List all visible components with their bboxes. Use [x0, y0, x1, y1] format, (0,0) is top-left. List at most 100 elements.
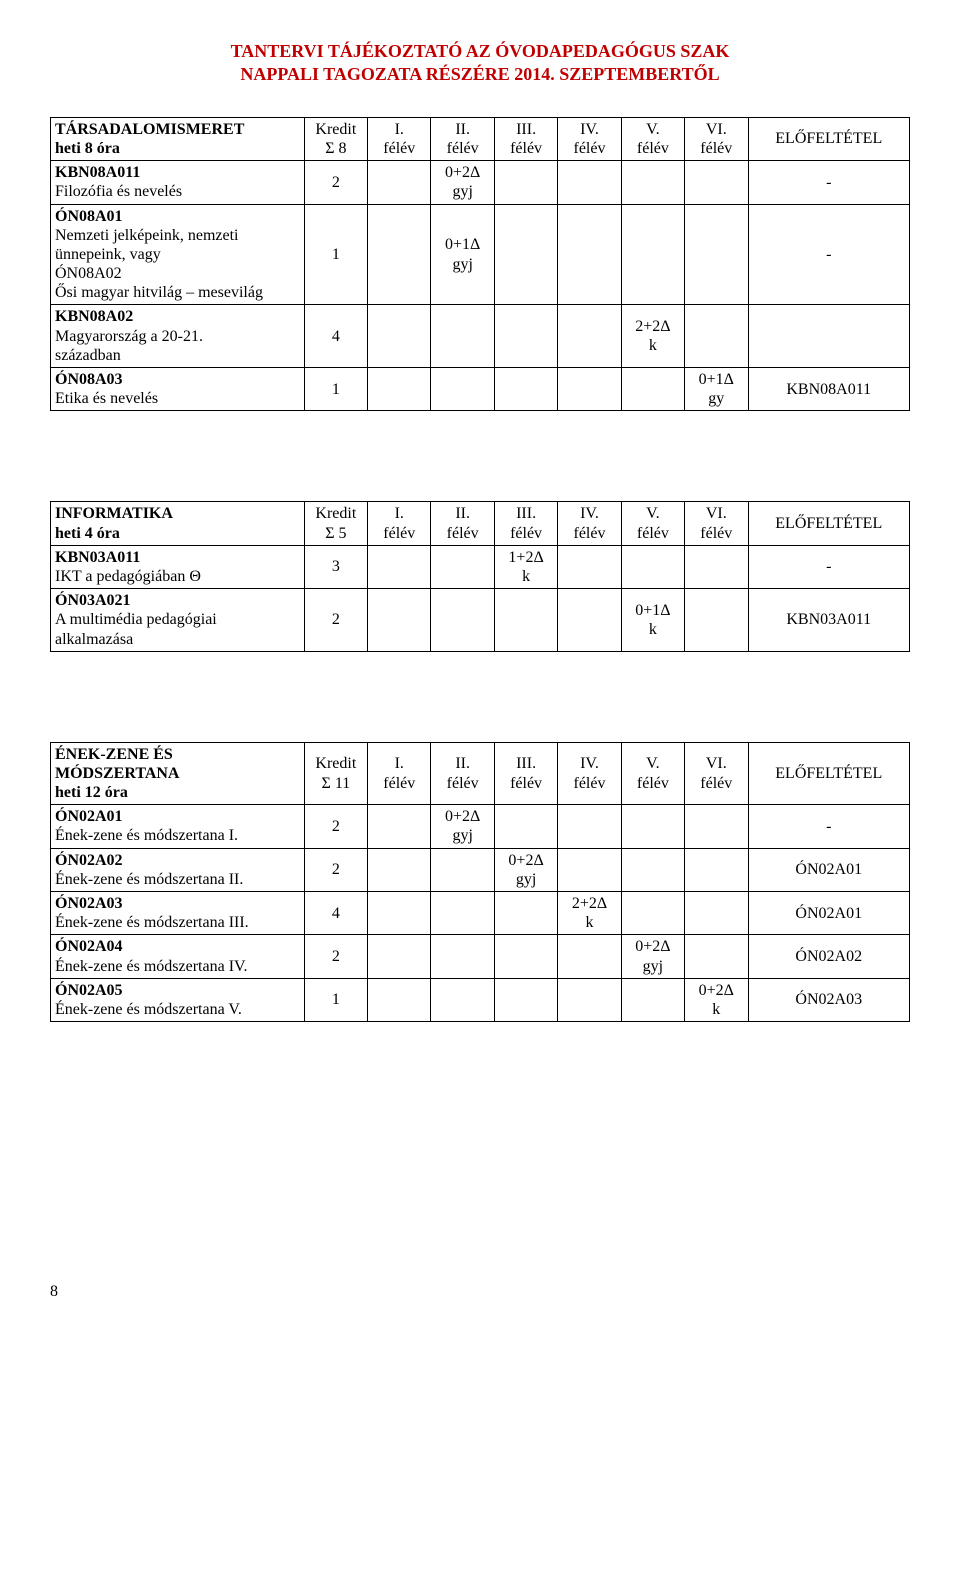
course-name: KBN08A02Magyarország a 20-21.században [51, 305, 305, 368]
table-row: ÓN08A03Etika és nevelés10+1ΔgyKBN08A011 [51, 368, 910, 411]
course-s6 [685, 848, 748, 891]
course-s1 [368, 589, 431, 652]
course-s2 [431, 589, 494, 652]
course-s5 [621, 204, 684, 305]
course-s6 [685, 305, 748, 368]
course-s5 [621, 805, 684, 848]
course-kredit: 2 [304, 805, 367, 848]
table-row: ÓN02A04Ének-zene és módszertana IV.2 0+2Δ… [51, 935, 910, 978]
course-s4: 2+2Δk [558, 892, 621, 935]
course-s2 [431, 978, 494, 1021]
course-s6: 0+2Δk [685, 978, 748, 1021]
col-header-kredit: KreditΣ 11 [304, 742, 367, 805]
course-s6 [685, 204, 748, 305]
course-kredit: 3 [304, 545, 367, 588]
course-name: ÓN03A021A multimédia pedagógiaialkalmazá… [51, 589, 305, 652]
course-s1 [368, 204, 431, 305]
page-number: 8 [50, 1282, 910, 1302]
course-s1 [368, 368, 431, 411]
course-s3 [494, 978, 557, 1021]
col-header-sem1: I.félév [368, 117, 431, 160]
course-name: ÓN02A01Ének-zene és módszertana I. [51, 805, 305, 848]
course-s6 [685, 545, 748, 588]
course-s1 [368, 305, 431, 368]
course-kredit: 4 [304, 305, 367, 368]
table-row: ÓN02A01Ének-zene és módszertana I.20+2Δg… [51, 805, 910, 848]
course-s2 [431, 368, 494, 411]
course-s4 [558, 805, 621, 848]
col-header-elofeltetel: ELŐFELTÉTEL [748, 502, 910, 545]
course-s6 [685, 892, 748, 935]
course-s4 [558, 935, 621, 978]
col-header-sem6: VI.félév [685, 742, 748, 805]
course-elofeltetel: ÓN02A01 [748, 848, 910, 891]
course-name: ÓN08A03Etika és nevelés [51, 368, 305, 411]
table-row: ÓN02A05Ének-zene és módszertana V.10+2Δk… [51, 978, 910, 1021]
course-s4 [558, 545, 621, 588]
table-row: ÓN02A03Ének-zene és módszertana III.4 2+2… [51, 892, 910, 935]
course-s6 [685, 935, 748, 978]
col-header-sem2: II.félév [431, 502, 494, 545]
course-elofeltetel: ÓN02A03 [748, 978, 910, 1021]
col-header-sem3: III.félév [494, 502, 557, 545]
course-s5: 2+2Δk [621, 305, 684, 368]
table-title: INFORMATIKAheti 4 óra [51, 502, 305, 545]
col-header-sem2: II.félév [431, 742, 494, 805]
course-s6 [685, 589, 748, 652]
col-header-sem1: I.félév [368, 742, 431, 805]
col-header-elofeltetel: ELŐFELTÉTEL [748, 117, 910, 160]
course-s3 [494, 368, 557, 411]
col-header-sem2: II.félév [431, 117, 494, 160]
course-kredit: 2 [304, 935, 367, 978]
course-s3 [494, 305, 557, 368]
course-kredit: 1 [304, 978, 367, 1021]
course-kredit: 1 [304, 368, 367, 411]
col-header-sem3: III.félév [494, 117, 557, 160]
course-s3 [494, 204, 557, 305]
course-kredit: 2 [304, 589, 367, 652]
table-row: KBN03A011IKT a pedagógiában Θ3 1+2Δk - [51, 545, 910, 588]
page-title: TANTERVI TÁJÉKOZTATÓ AZ ÓVODAPEDAGÓGUS S… [50, 40, 910, 87]
course-s3 [494, 589, 557, 652]
course-elofeltetel: ÓN02A02 [748, 935, 910, 978]
course-s1 [368, 805, 431, 848]
course-elofeltetel: KBN03A011 [748, 589, 910, 652]
col-header-sem4: IV.félév [558, 117, 621, 160]
course-kredit: 4 [304, 892, 367, 935]
course-name: ÓN02A04Ének-zene és módszertana IV. [51, 935, 305, 978]
course-kredit: 2 [304, 848, 367, 891]
table-row: ÓN03A021A multimédia pedagógiaialkalmazá… [51, 589, 910, 652]
course-s1 [368, 848, 431, 891]
course-elofeltetel: ÓN02A01 [748, 892, 910, 935]
curriculum-table: TÁRSADALOMISMERETheti 8 óraKreditΣ 8I.fé… [50, 117, 910, 412]
col-header-sem3: III.félév [494, 742, 557, 805]
title-line-2: NAPPALI TAGOZATA RÉSZÉRE 2014. SZEPTEMBE… [240, 64, 719, 84]
course-name: ÓN08A01Nemzeti jelképeink, nemzetiünnepe… [51, 204, 305, 305]
tables-container: TÁRSADALOMISMERETheti 8 óraKreditΣ 8I.fé… [50, 117, 910, 1022]
course-s3 [494, 161, 557, 204]
course-name: ÓN02A03Ének-zene és módszertana III. [51, 892, 305, 935]
col-header-sem5: V.félév [621, 502, 684, 545]
course-s6 [685, 805, 748, 848]
course-elofeltetel [748, 305, 910, 368]
course-s2 [431, 935, 494, 978]
course-s5 [621, 545, 684, 588]
course-s4 [558, 305, 621, 368]
table-title: TÁRSADALOMISMERETheti 8 óra [51, 117, 305, 160]
course-s4 [558, 161, 621, 204]
course-name: KBN03A011IKT a pedagógiában Θ [51, 545, 305, 588]
col-header-sem5: V.félév [621, 117, 684, 160]
col-header-sem5: V.félév [621, 742, 684, 805]
course-s3: 1+2Δk [494, 545, 557, 588]
course-s1 [368, 545, 431, 588]
course-name: ÓN02A02Ének-zene és módszertana II. [51, 848, 305, 891]
course-s1 [368, 935, 431, 978]
course-s1 [368, 892, 431, 935]
course-s6: 0+1Δgy [685, 368, 748, 411]
course-s5 [621, 161, 684, 204]
col-header-sem1: I.félév [368, 502, 431, 545]
course-s5: 0+1Δk [621, 589, 684, 652]
course-elofeltetel: - [748, 545, 910, 588]
col-header-kredit: KreditΣ 8 [304, 117, 367, 160]
course-s5: 0+2Δgyj [621, 935, 684, 978]
